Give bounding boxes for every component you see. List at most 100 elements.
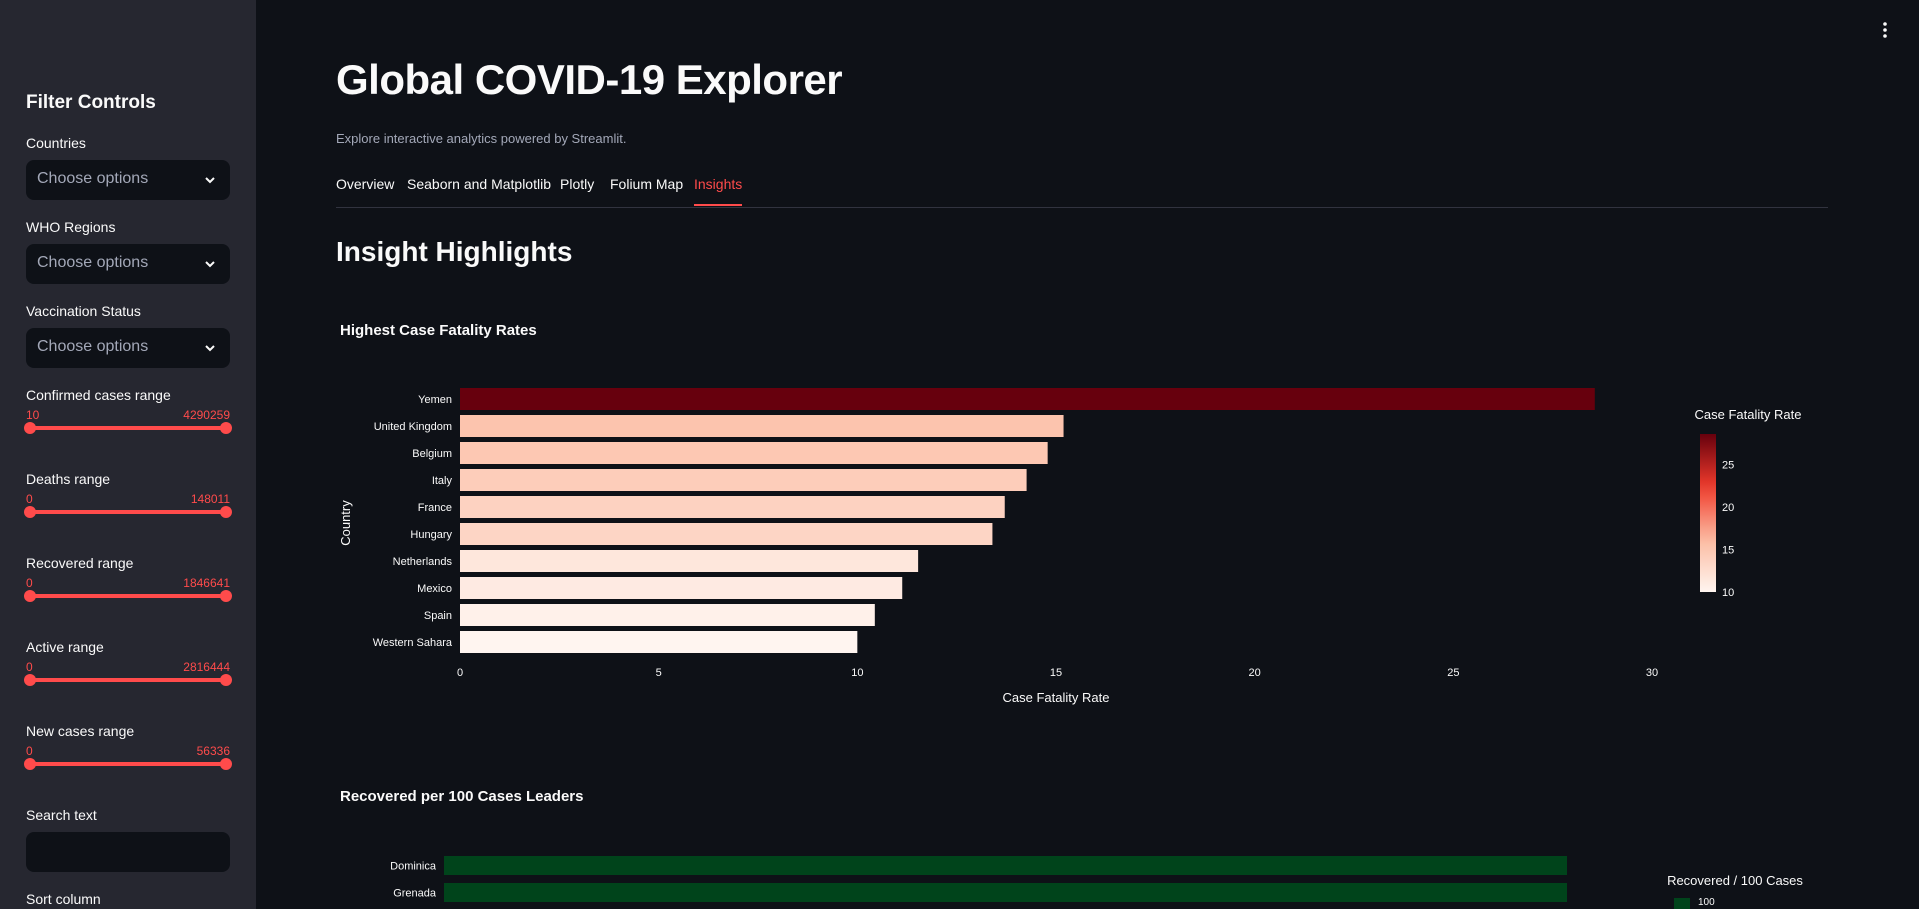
active-range-slider[interactable]: 0 2816444: [24, 660, 232, 690]
recovered-range-max: 1846641: [183, 576, 230, 590]
recovered-range-slider[interactable]: 0 1846641: [24, 576, 232, 606]
slider-track[interactable]: [26, 594, 230, 598]
page-title: Global COVID-19 Explorer: [336, 56, 843, 103]
chart-2-title: Recovered per 100 Cases Leaders: [340, 788, 584, 805]
active-range-max: 2816444: [183, 660, 230, 674]
bar[interactable]: [460, 415, 1064, 437]
page-subtitle: Explore interactive analytics powered by…: [336, 131, 627, 146]
sidebar: Filter Controls Countries Choose options…: [0, 0, 256, 909]
y-tick-label: Spain: [424, 610, 452, 622]
slider-max-handle[interactable]: [220, 590, 232, 602]
active-range-min: 0: [26, 660, 33, 674]
chart-1-title: Highest Case Fatality Rates: [340, 322, 537, 339]
slider-track[interactable]: [26, 678, 230, 682]
section-title: Insight Highlights: [336, 236, 573, 267]
countries-placeholder: Choose options: [37, 170, 149, 187]
bar[interactable]: [460, 496, 1005, 518]
new-cases-range-max: 56336: [196, 744, 230, 758]
bar[interactable]: [460, 577, 903, 599]
who-regions-label: WHO Regions: [26, 219, 116, 235]
tab-folium-map[interactable]: Folium Map: [610, 176, 684, 192]
active-range-label: Active range: [26, 639, 104, 655]
vaccination-status-label: Vaccination Status: [26, 303, 141, 319]
vaccination-status-select[interactable]: Choose options: [26, 328, 230, 368]
who-regions-placeholder: Choose options: [37, 254, 149, 271]
slider-min-handle[interactable]: [24, 590, 36, 602]
who-regions-select[interactable]: Choose options: [26, 244, 230, 284]
countries-label: Countries: [26, 135, 86, 151]
search-input[interactable]: [26, 832, 230, 872]
bar[interactable]: [444, 856, 1567, 875]
slider-track[interactable]: [26, 510, 230, 514]
bar[interactable]: [460, 523, 993, 545]
colorbar: [1700, 434, 1716, 592]
colorbar-tick-label: 25: [1722, 459, 1734, 471]
chevron-down-icon: [205, 261, 215, 268]
x-tick-label: 0: [457, 667, 463, 679]
bar[interactable]: [460, 550, 919, 572]
y-tick-label: France: [418, 502, 452, 514]
slider-track[interactable]: [26, 426, 230, 430]
y-tick-label: Belgium: [412, 448, 452, 460]
deaths-range-max: 148011: [190, 492, 230, 506]
colorbar-tick-label: 100: [1698, 897, 1715, 908]
new-cases-range-min: 0: [26, 744, 33, 758]
sidebar-title: Filter Controls: [26, 92, 156, 113]
colorbar: [1674, 898, 1690, 909]
countries-select[interactable]: Choose options: [26, 160, 230, 200]
y-tick-label: Yemen: [418, 394, 452, 406]
x-tick-label: 20: [1249, 667, 1261, 679]
x-tick-label: 15: [1050, 667, 1062, 679]
confirmed-range-slider[interactable]: 10 4290259: [24, 408, 232, 438]
deaths-range-label: Deaths range: [26, 471, 111, 487]
tab-seaborn-matplotlib[interactable]: Seaborn and Matplotlib: [407, 176, 551, 192]
vaccination-status-placeholder: Choose options: [37, 338, 149, 355]
x-tick-label: 25: [1447, 667, 1459, 679]
bar[interactable]: [444, 883, 1567, 902]
case-fatality-chart: Yemen United Kingdom Belgium Italy France Hun…: [338, 388, 1801, 705]
slider-max-handle[interactable]: [220, 422, 232, 434]
bar[interactable]: [460, 604, 875, 626]
slider-min-handle[interactable]: [24, 422, 36, 434]
confirmed-range-label: Confirmed cases range: [26, 387, 171, 403]
bar[interactable]: [460, 442, 1048, 464]
bar[interactable]: [460, 469, 1027, 491]
slider-max-handle[interactable]: [220, 674, 232, 686]
chevron-down-icon: [205, 177, 215, 184]
y-axis-label: Country: [338, 500, 353, 546]
y-tick-label: Dominica: [390, 861, 437, 873]
slider-min-handle[interactable]: [24, 758, 36, 770]
confirmed-range-max: 4290259: [183, 408, 230, 422]
search-label: Search text: [26, 807, 97, 823]
deaths-range-min: 0: [26, 492, 33, 506]
recovered-range-min: 0: [26, 576, 33, 590]
new-cases-range-label: New cases range: [26, 723, 135, 739]
tab-insights[interactable]: Insights: [694, 176, 743, 206]
colorbar-title: Recovered / 100 Cases: [1667, 873, 1803, 888]
more-vertical-icon[interactable]: [1877, 20, 1893, 40]
recovered-per-100-chart: Dominica Grenada Recovered / 100 Cases 100: [390, 856, 1803, 909]
bar[interactable]: [460, 631, 858, 653]
bar[interactable]: [460, 388, 1595, 410]
tab-overview[interactable]: Overview: [336, 176, 395, 192]
x-tick-label: 30: [1646, 667, 1658, 679]
slider-max-handle[interactable]: [220, 506, 232, 518]
colorbar-tick-label: 10: [1722, 587, 1734, 599]
colorbar-tick-label: 20: [1722, 502, 1734, 514]
colorbar-tick-label: 15: [1722, 544, 1734, 556]
tab-plotly[interactable]: Plotly: [560, 176, 595, 192]
x-tick-label: 5: [656, 667, 662, 679]
deaths-range-slider[interactable]: 0 148011: [24, 492, 232, 522]
tab-bar: Overview Seaborn and Matplotlib Plotly F…: [336, 176, 1828, 208]
y-tick-label: Hungary: [410, 529, 452, 541]
new-cases-range-slider[interactable]: 0 56336: [24, 744, 232, 774]
chevron-down-icon: [205, 345, 215, 352]
y-tick-label: Netherlands: [393, 556, 453, 568]
slider-max-handle[interactable]: [220, 758, 232, 770]
slider-track[interactable]: [26, 762, 230, 766]
slider-min-handle[interactable]: [24, 674, 36, 686]
x-tick-label: 10: [851, 667, 863, 679]
y-tick-label: Western Sahara: [373, 637, 453, 649]
y-tick-label: Mexico: [417, 583, 452, 595]
slider-min-handle[interactable]: [24, 506, 36, 518]
